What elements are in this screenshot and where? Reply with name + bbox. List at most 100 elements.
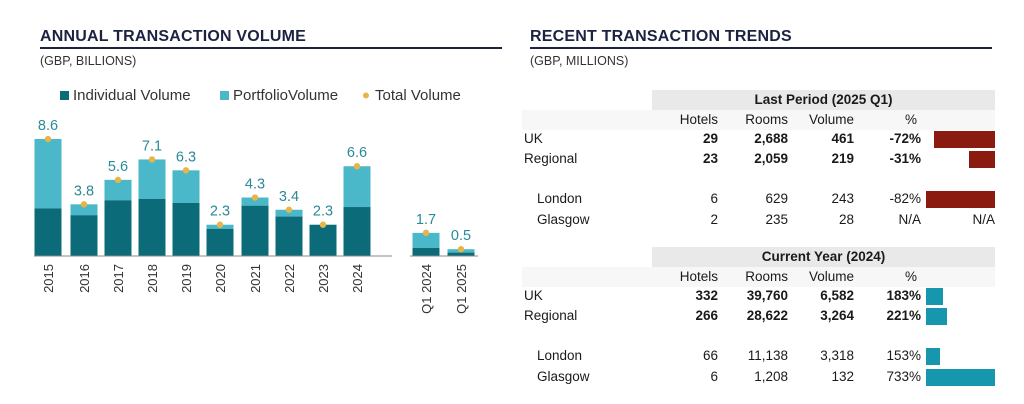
category-label-1: 2016 [77,264,92,293]
total-label-8: 2.3 [313,204,333,220]
current_year-row-volume-1: 3,264 [820,308,854,323]
current_year-header-1: Rooms [745,269,788,284]
bar-portfolio-2 [104,179,132,201]
recent-trends-title: RECENT TRANSACTION TRENDS [530,28,792,45]
bar-individual-4 [172,202,200,256]
category-label-8: 2023 [316,264,331,293]
recent-trends-unit: (GBP, MILLIONS) [530,54,629,68]
bar-portfolio-6 [241,197,269,206]
bar-portfolio-10 [412,232,440,248]
current_year-row-rooms-3: 1,208 [754,369,788,384]
last_period-row-volume-0: 461 [831,131,854,146]
category-label-7: 2022 [282,264,297,293]
total-marker-4 [182,167,190,174]
bar-portfolio-7 [275,209,303,217]
category-label-2: 2017 [111,264,126,293]
category-label-4: 2019 [179,264,194,293]
last_period-row-pct-1: -31% [889,151,921,166]
total-marker-6 [251,194,259,201]
last_period-row-name-3: Glasgow [537,212,590,227]
total-marker-9 [353,163,361,170]
bar-individual-3 [138,198,166,256]
current_year-header-0: Hotels [679,269,718,284]
bar-portfolio-3 [138,159,166,199]
current_year-header-3: % [904,269,917,284]
bar-individual-7 [275,216,303,256]
bar-portfolio-9 [343,166,371,208]
bar-individual-6 [241,205,269,256]
legend-label-0: Individual Volume [73,87,191,104]
last_period-row-rooms-3: 235 [765,212,788,227]
total-label-11: 0.5 [451,228,471,244]
current_year-section-title: Current Year (2024) [652,247,995,267]
current_year-row-bar-1 [926,308,947,325]
current_year-row-bar-2 [926,348,941,365]
last_period-row-hotels-1: 23 [702,151,718,166]
bar-individual-8 [309,224,337,256]
total-marker-5 [216,221,224,228]
current_year-row-name-1: Regional [524,308,578,323]
current_year-row-volume-0: 6,582 [820,288,854,303]
current_year-row-rooms-1: 28,622 [746,308,788,323]
bar-individual-10 [412,247,440,256]
current_year-row-hotels-2: 66 [702,348,718,363]
annual-volume-chart: Individual Volume PortfolioVolume Total Vo… [34,87,478,314]
current_year-row-pct-1: 221% [886,308,921,323]
last_period-row-volume-2: 243 [831,191,854,206]
legend-swatch-1 [220,91,229,100]
total-marker-0 [44,135,52,143]
legend-label-1: PortfolioVolume [233,87,338,104]
last_period-row-bar-text-3: N/A [972,212,995,227]
total-marker-2 [114,176,122,184]
current_year-row-bar-0 [926,288,944,305]
last_period-row-volume-3: 28 [838,212,854,227]
category-label-6: 2021 [248,264,263,293]
total-label-3: 7.1 [142,138,162,154]
category-label-3: 2018 [145,264,160,293]
current_year-row-rooms-0: 39,760 [746,288,788,303]
last_period-row-name-2: London [537,191,583,206]
current_year-row-name-3: Glasgow [537,369,590,384]
category-label-10: Q1 2024 [419,264,434,314]
bar-individual-11 [447,252,475,256]
last_period-row-rooms-2: 629 [765,191,788,206]
last_period-row-rooms-1: 2,059 [754,151,788,166]
last_period-row-bar-1 [968,151,995,168]
category-label-5: 2020 [213,264,228,293]
category-label-0: 2015 [41,264,56,293]
current_year-row-rooms-2: 11,138 [747,348,788,363]
bar-individual-5 [206,228,234,256]
last_period-header-0: Hotels [679,112,718,127]
annual-volume-unit: (GBP, BILLIONS) [40,54,137,68]
current_year-row-name-0: UK [524,288,543,303]
total-marker-8 [319,221,327,228]
annual-volume-rule [40,47,502,49]
last_period-section-title: Last Period (2025 Q1) [652,90,995,110]
current_year-row-hotels-0: 332 [695,288,718,303]
current_year-header-2: Volume [808,269,854,284]
current_year-row-pct-2: 153% [886,348,921,363]
current_year-row-pct-0: 183% [886,288,921,303]
last_period-row-hotels-2: 6 [710,191,718,206]
total-marker-10 [422,229,430,237]
last_period-header-1: Rooms [745,112,788,127]
category-label-9: 2024 [350,264,365,293]
last_period-row-bar-0 [934,131,995,148]
total-label-6: 4.3 [245,177,265,193]
total-label-0: 8.6 [38,118,58,134]
category-label-11: Q1 2025 [454,264,469,314]
total-marker-7 [285,206,293,213]
bar-portfolio-4 [172,170,200,203]
current_year-header-bg [522,267,995,287]
legend-label-2: Total Volume [375,87,461,104]
total-label-4: 6.3 [176,149,196,165]
current_year-row-volume-2: 3,318 [820,348,854,363]
current_year-row-hotels-3: 6 [710,369,718,384]
total-label-1: 3.8 [74,183,94,199]
last_period-row-pct-0: -72% [889,131,921,146]
current_year-row-pct-3: 733% [886,369,921,384]
total-label-5: 2.3 [210,204,230,220]
last_period-row-pct-2: -82% [889,191,921,206]
last_period-row-rooms-0: 2,688 [754,131,788,146]
legend-swatch-0 [60,91,69,100]
